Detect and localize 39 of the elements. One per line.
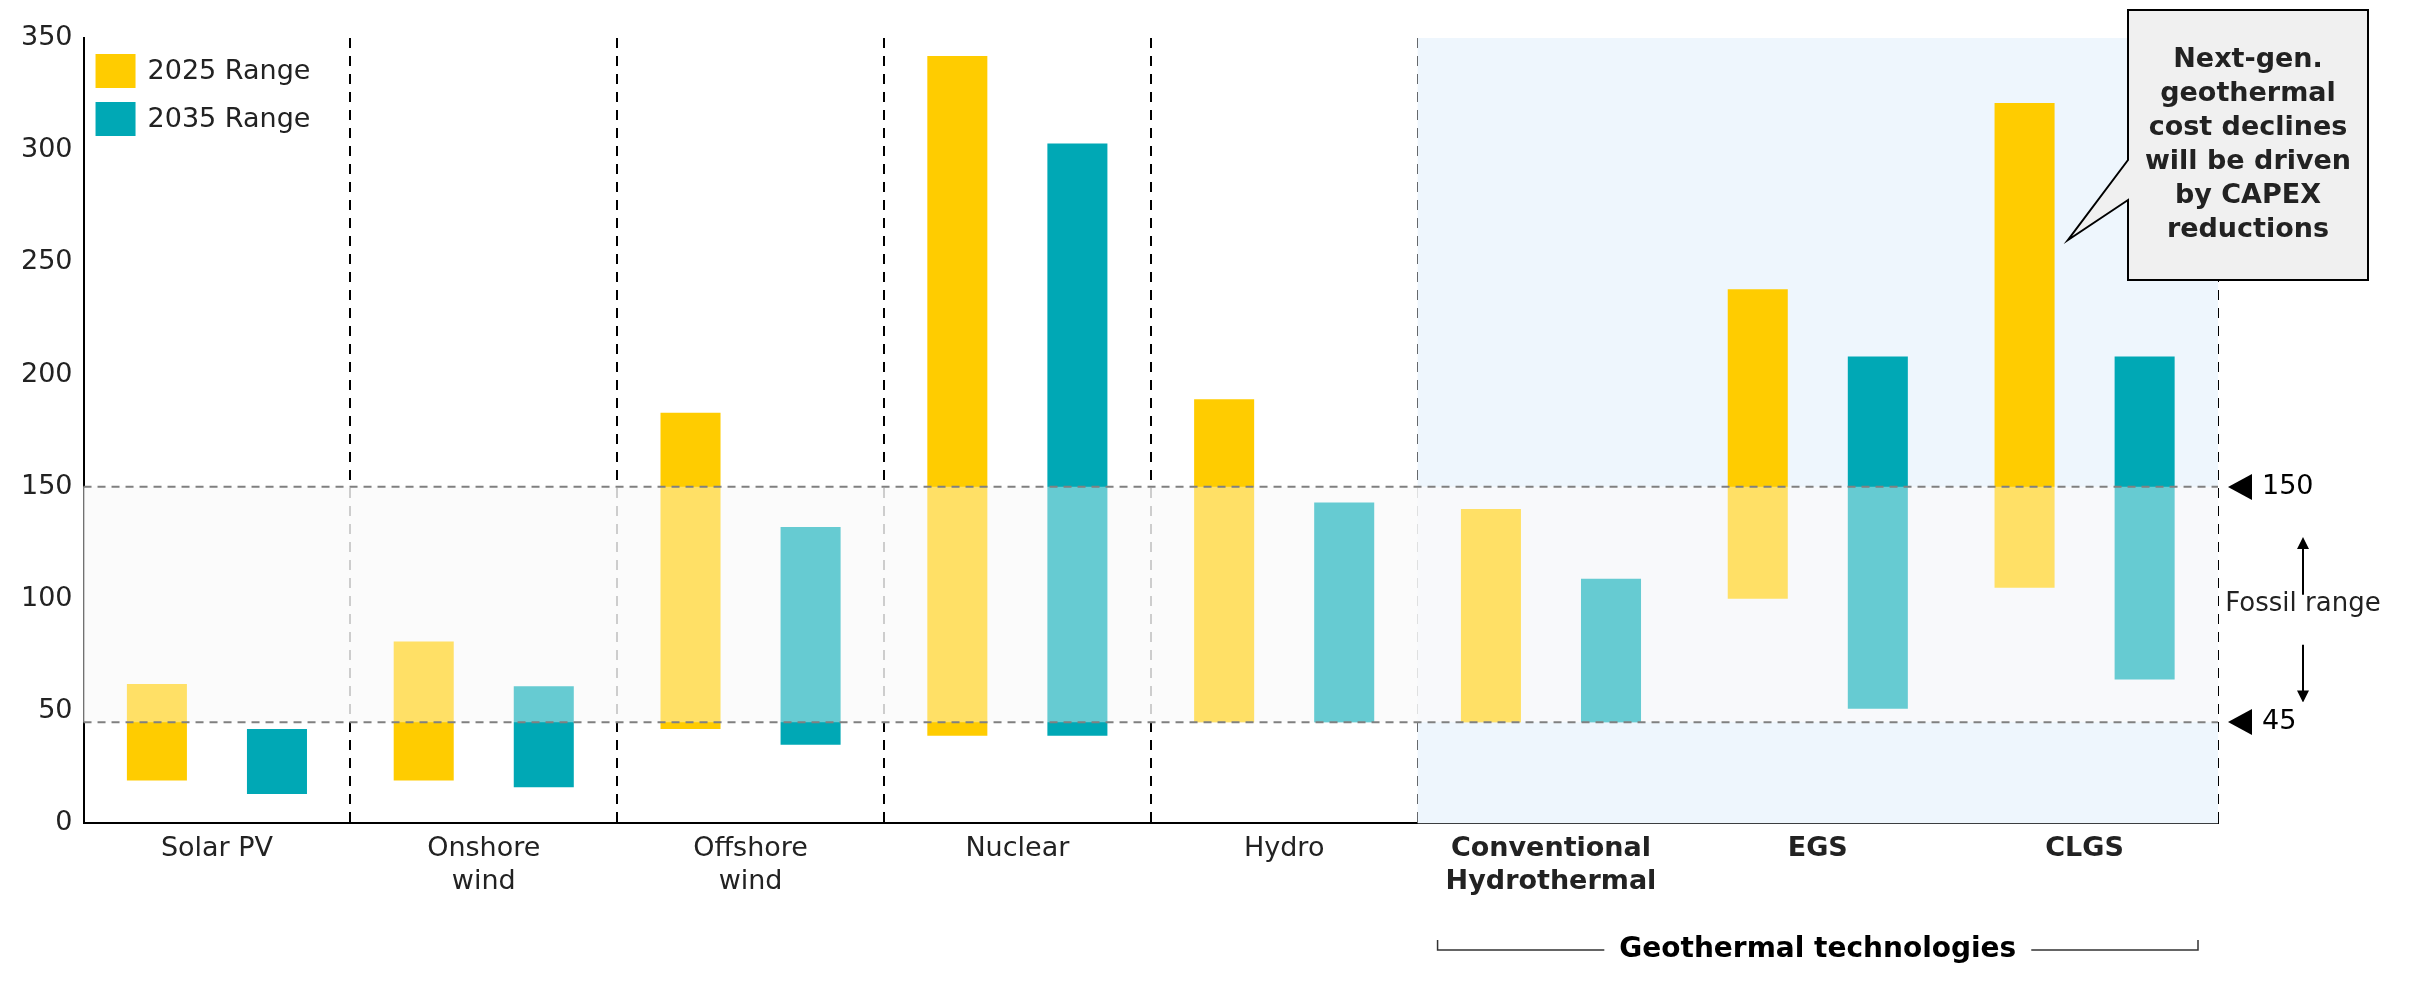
legend-label: 2025 Range xyxy=(147,54,311,86)
bar xyxy=(513,686,574,788)
bar xyxy=(1581,578,1642,723)
text: Geothermal technologies xyxy=(1619,931,2017,965)
x-tick-label: Nuclear xyxy=(965,831,1071,863)
bar xyxy=(780,527,841,745)
y-tick-label: 50 xyxy=(38,693,73,725)
bar xyxy=(1314,502,1375,723)
x-tick-label: Offshore wind xyxy=(693,831,808,895)
bar xyxy=(1847,356,1908,709)
bar xyxy=(1460,509,1521,723)
bar xyxy=(393,641,454,781)
x-tick-label: Hydro xyxy=(1243,831,1325,863)
bar xyxy=(2114,356,2175,680)
x-tick-label: EGS xyxy=(1787,831,1848,863)
x-tick-label: Solar PV xyxy=(160,831,274,863)
band-label: Fossil range xyxy=(2225,587,2381,618)
bar xyxy=(660,412,721,729)
bar xyxy=(1047,143,1108,736)
x-tick-label: CLGS xyxy=(2045,831,2124,863)
bar xyxy=(1994,103,2055,588)
y-tick-label: 250 xyxy=(20,244,73,276)
bar xyxy=(927,55,988,736)
y-tick-label: 0 xyxy=(55,805,73,837)
y-tick-label: 150 xyxy=(20,468,73,500)
x-tick-label: Onshore wind xyxy=(427,831,541,895)
bar xyxy=(1727,289,1788,599)
y-tick-label: 100 xyxy=(20,580,73,612)
y-tick-label: 200 xyxy=(20,356,73,388)
y-tick-label: 350 xyxy=(20,20,73,52)
bar xyxy=(126,684,187,781)
ref-line-label: 45 xyxy=(2262,704,2297,736)
legend-label: 2035 Range xyxy=(147,102,311,134)
bar xyxy=(246,728,307,795)
x-tick-label: Conventional Hydrothermal xyxy=(1445,831,1657,895)
bar xyxy=(1194,399,1255,723)
annotation: Next-gen. geothermal cost declines will be driven by CAPEX reductions xyxy=(2144,42,2352,244)
y-tick-label: 300 xyxy=(20,132,73,164)
ref-line-label: 150 xyxy=(2262,468,2314,500)
